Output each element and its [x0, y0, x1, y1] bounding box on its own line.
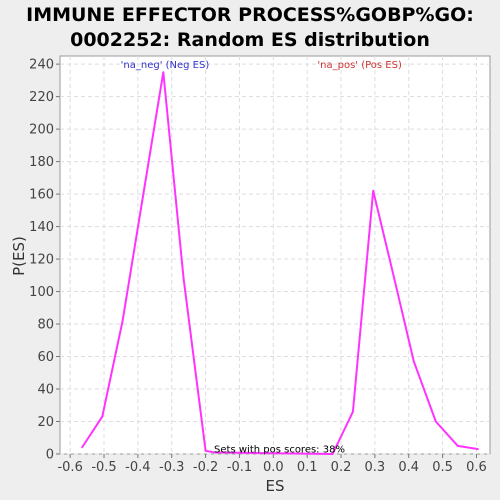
y-axis-title: P(ES): [10, 236, 28, 276]
y-tick-label: 240: [29, 58, 54, 73]
data-point: [182, 277, 185, 280]
x-tick-label: 0.4: [398, 460, 419, 475]
y-tick-label: 100: [29, 285, 54, 300]
x-tick-label: 0.2: [331, 460, 352, 475]
y-tick-label: 0: [46, 448, 54, 463]
data-point: [81, 446, 83, 449]
x-tick-label: 0.5: [432, 460, 453, 475]
data-point: [457, 445, 459, 447]
x-tick-label: -0.2: [193, 460, 218, 475]
y-tick-label: 40: [37, 383, 54, 398]
x-tick-label: 0.6: [466, 460, 487, 475]
data-point: [121, 320, 124, 322]
annotation-label: 'na_neg' (Neg ES): [121, 60, 210, 71]
chart-title-line-2: 0002252: Random ES distribution: [70, 29, 430, 51]
x-tick-label: -0.3: [159, 460, 184, 475]
x-tick-label: -0.5: [91, 460, 116, 475]
annotation-label: 'na_pos' (Pos ES): [317, 60, 402, 71]
data-point: [352, 411, 354, 413]
y-tick-label: 200: [29, 123, 54, 138]
y-tick-label: 20: [37, 415, 54, 430]
data-point: [392, 274, 395, 277]
x-tick-label: -0.4: [125, 460, 150, 475]
annotation-layer: 'na_neg' (Neg ES) 'na_pos' (Pos ES) Sets w…: [121, 60, 402, 455]
annotation-label: Sets with pos scores: 38%: [214, 444, 345, 455]
x-tick-label: 0.3: [365, 460, 386, 475]
data-point: [204, 450, 207, 452]
x-tick-label: -0.6: [57, 460, 82, 475]
x-tick-label: -0.1: [227, 460, 252, 475]
x-axis-title: ES: [266, 477, 285, 495]
data-point: [213, 451, 215, 454]
data-point: [331, 453, 334, 455]
data-point: [413, 360, 415, 363]
plot-area: [59, 55, 491, 455]
data-point: [162, 71, 165, 73]
x-tick-label: 0.1: [297, 460, 318, 475]
y-tick-label: 140: [29, 220, 54, 235]
y-tick-label: 80: [37, 318, 54, 333]
y-tick-label: 60: [37, 350, 54, 365]
chart-title-line-1: IMMUNE EFFECTOR PROCESS%GOBP%GO:: [26, 4, 474, 26]
x-tick-label: 0.0: [263, 460, 284, 475]
series-layer: [81, 71, 479, 455]
y-tick-label: 220: [29, 90, 54, 105]
data-point: [372, 190, 375, 192]
axes: 0 20 40 60 80 100 120 140 160 180 200 220 240 -0.6 -0.…: [29, 58, 487, 475]
grid: [60, 56, 490, 455]
data-point: [435, 420, 437, 423]
data-point: [477, 448, 479, 450]
y-tick-label: 120: [29, 253, 54, 268]
y-tick-label: 180: [29, 155, 54, 170]
y-tick-label: 160: [29, 188, 54, 203]
data-point: [101, 415, 104, 418]
